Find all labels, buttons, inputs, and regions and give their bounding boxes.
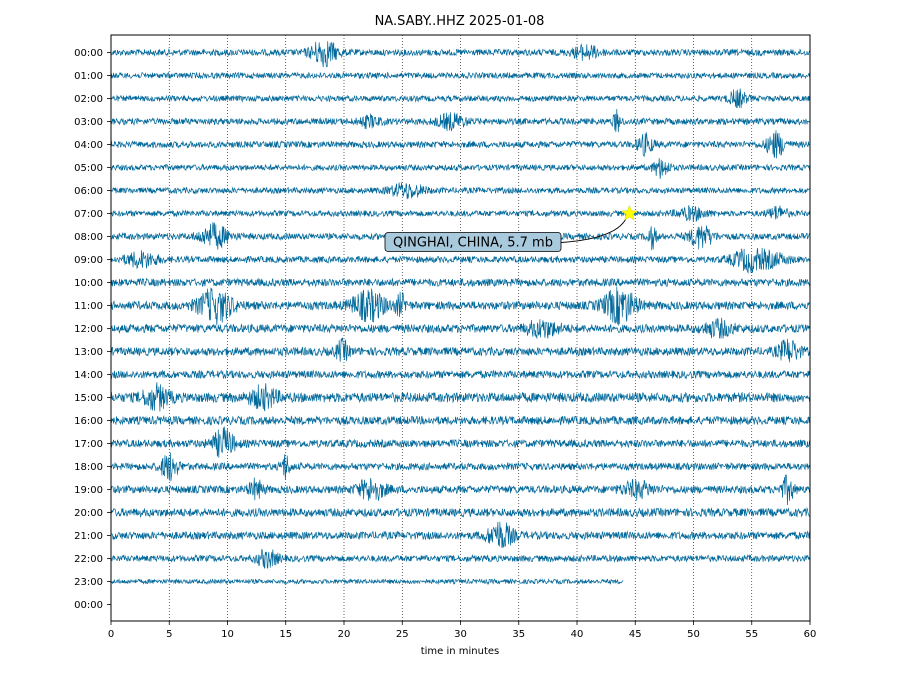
y-tick-label-23: 23:00: [74, 577, 103, 588]
trace-hour-22: [110, 548, 810, 569]
trace-hour-13: [110, 337, 810, 363]
trace-hour-19: [110, 474, 810, 506]
x-axis: 0 5 10 15 20 25 30 35 40 45 50 55 60: [108, 621, 817, 640]
x-tick-label-3: 15: [279, 629, 292, 640]
y-tick-label-11: 11:00: [74, 301, 103, 312]
trace-hour-16: [110, 415, 810, 426]
trace-hour-17: [110, 426, 810, 458]
y-tick-label-20: 20:00: [74, 508, 103, 519]
x-tick-label-12: 60: [804, 629, 817, 640]
annotation-text: QINGHAI, CHINA, 5.7 mb: [393, 236, 553, 251]
y-tick-label-22: 22:00: [74, 554, 103, 565]
chart-title: NA.SABY..HHZ 2025-01-08: [375, 14, 545, 29]
trace-hour-11: [110, 286, 810, 326]
y-axis: 00:00 01:00 02:00 03:00 04:00 05:00 06:00 07:00…: [74, 48, 111, 611]
x-tick-label-2: 10: [221, 629, 234, 640]
trace-hour-3: [110, 108, 810, 133]
x-tick-label-8: 40: [571, 629, 584, 640]
x-tick-label-4: 20: [338, 629, 351, 640]
trace-hour-5: [110, 157, 810, 180]
trace-hour-21: [110, 521, 810, 548]
y-tick-label-18: 18:00: [74, 462, 103, 473]
y-tick-label-24: 00:00: [74, 600, 103, 611]
y-tick-label-13: 13:00: [74, 347, 103, 358]
y-tick-label-19: 19:00: [74, 485, 103, 496]
trace-hour-1: [110, 71, 810, 80]
y-tick-label-6: 06:00: [74, 186, 103, 197]
trace-hour-6: [110, 182, 810, 200]
event-annotation: QINGHAI, CHINA, 5.7 mb: [384, 204, 638, 252]
x-tick-label-5: 25: [396, 629, 409, 640]
x-tick-label-6: 30: [454, 629, 467, 640]
y-tick-label-12: 12:00: [74, 324, 103, 335]
x-axis-label: time in minutes: [421, 646, 500, 657]
trace-layer: [110, 41, 810, 586]
trace-hour-2: [111, 88, 810, 109]
trace-hour-10: [110, 277, 810, 288]
trace-hour-0: [110, 41, 810, 68]
y-tick-label-5: 05:00: [74, 163, 103, 174]
annotation-box: [384, 232, 562, 252]
y-tick-label-16: 16:00: [74, 416, 103, 427]
y-tick-label-9: 09:00: [74, 255, 103, 266]
trace-hour-18: [110, 452, 810, 482]
x-tick-label-11: 55: [745, 629, 758, 640]
x-tick-label-1: 5: [166, 629, 172, 640]
y-tick-label-7: 07:00: [74, 209, 103, 220]
y-tick-label-21: 21:00: [74, 531, 103, 542]
trace-hour-9: [110, 247, 810, 274]
y-tick-label-4: 04:00: [74, 140, 103, 151]
x-tick-label-9: 45: [629, 629, 642, 640]
x-tick-label-7: 35: [512, 629, 525, 640]
y-tick-label-2: 02:00: [74, 94, 103, 105]
y-tick-label-8: 08:00: [74, 232, 103, 243]
y-tick-label-1: 01:00: [74, 71, 103, 82]
trace-hour-20: [111, 507, 810, 518]
trace-hour-12: [110, 317, 810, 339]
y-tick-label-14: 14:00: [74, 370, 103, 381]
y-tick-label-15: 15:00: [74, 393, 103, 404]
trace-hour-4: [110, 130, 810, 159]
trace-hour-23: [110, 578, 624, 586]
event-star-icon: [621, 204, 638, 221]
y-tick-label-3: 03:00: [74, 117, 103, 128]
y-tick-label-17: 17:00: [74, 439, 103, 450]
y-tick-label-10: 10:00: [74, 278, 103, 289]
trace-hour-14: [110, 369, 810, 380]
trace-hour-7: [110, 205, 810, 223]
x-tick-label-10: 50: [687, 629, 700, 640]
trace-hour-15: [110, 382, 810, 412]
x-tick-label-0: 0: [108, 629, 114, 640]
y-tick-label-0: 00:00: [74, 48, 103, 59]
